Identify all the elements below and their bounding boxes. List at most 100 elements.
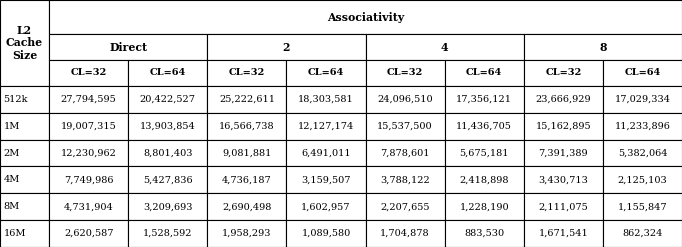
Text: L2
Cache
Size: L2 Cache Size bbox=[6, 25, 43, 61]
Bar bbox=[524, 113, 603, 140]
Text: 512k: 512k bbox=[3, 95, 28, 104]
Text: 1,155,847: 1,155,847 bbox=[618, 202, 667, 211]
Bar bbox=[603, 60, 682, 86]
Bar bbox=[286, 60, 366, 86]
Bar bbox=[128, 193, 207, 220]
Bar bbox=[0, 220, 49, 247]
Text: 4: 4 bbox=[441, 41, 448, 53]
Text: 17,029,334: 17,029,334 bbox=[614, 95, 670, 104]
Bar bbox=[128, 86, 207, 113]
Bar bbox=[286, 140, 366, 166]
Text: 27,794,595: 27,794,595 bbox=[61, 95, 117, 104]
Bar bbox=[49, 86, 128, 113]
Text: CL=32: CL=32 bbox=[70, 68, 107, 78]
Bar bbox=[445, 220, 524, 247]
Text: 5,427,836: 5,427,836 bbox=[143, 175, 192, 185]
Bar bbox=[366, 193, 445, 220]
Bar bbox=[366, 140, 445, 166]
Bar bbox=[49, 34, 207, 60]
Bar bbox=[366, 113, 445, 140]
Bar bbox=[0, 166, 49, 193]
Text: 13,903,854: 13,903,854 bbox=[140, 122, 196, 131]
Bar bbox=[366, 220, 445, 247]
Bar bbox=[207, 166, 286, 193]
Bar bbox=[49, 113, 128, 140]
Text: CL=64: CL=64 bbox=[308, 68, 344, 78]
Text: 24,096,510: 24,096,510 bbox=[377, 95, 433, 104]
Bar bbox=[603, 166, 682, 193]
Bar bbox=[0, 86, 49, 113]
Bar bbox=[445, 140, 524, 166]
Text: 3,159,507: 3,159,507 bbox=[301, 175, 351, 185]
Text: 23,666,929: 23,666,929 bbox=[535, 95, 591, 104]
Bar bbox=[128, 60, 207, 86]
Text: 1,704,878: 1,704,878 bbox=[381, 229, 430, 238]
Text: 20,422,527: 20,422,527 bbox=[140, 95, 196, 104]
Text: 883,530: 883,530 bbox=[464, 229, 504, 238]
Text: Direct: Direct bbox=[109, 41, 147, 53]
Bar bbox=[603, 113, 682, 140]
Text: 3,430,713: 3,430,713 bbox=[538, 175, 589, 185]
Text: 4M: 4M bbox=[3, 175, 20, 185]
Text: 6,491,011: 6,491,011 bbox=[301, 148, 351, 158]
Text: 5,382,064: 5,382,064 bbox=[618, 148, 667, 158]
Text: 18,303,581: 18,303,581 bbox=[298, 95, 354, 104]
Bar bbox=[128, 113, 207, 140]
Text: 2,207,655: 2,207,655 bbox=[381, 202, 430, 211]
Bar bbox=[286, 86, 366, 113]
Text: 3,209,693: 3,209,693 bbox=[143, 202, 192, 211]
Text: 2: 2 bbox=[283, 41, 290, 53]
Bar bbox=[286, 113, 366, 140]
Text: 7,878,601: 7,878,601 bbox=[381, 148, 430, 158]
Text: 12,230,962: 12,230,962 bbox=[61, 148, 117, 158]
Text: 2M: 2M bbox=[3, 148, 20, 158]
Text: 8,801,403: 8,801,403 bbox=[143, 148, 192, 158]
Bar bbox=[524, 166, 603, 193]
Bar bbox=[207, 113, 286, 140]
Bar bbox=[207, 86, 286, 113]
Text: 15,162,895: 15,162,895 bbox=[535, 122, 591, 131]
Text: 7,391,389: 7,391,389 bbox=[539, 148, 588, 158]
Text: 8M: 8M bbox=[3, 202, 20, 211]
Text: 2,690,498: 2,690,498 bbox=[222, 202, 271, 211]
Bar bbox=[49, 60, 128, 86]
Text: 3,788,122: 3,788,122 bbox=[381, 175, 430, 185]
Bar bbox=[366, 60, 445, 86]
Bar bbox=[0, 193, 49, 220]
Bar bbox=[49, 193, 128, 220]
Text: CL=32: CL=32 bbox=[228, 68, 265, 78]
Bar bbox=[524, 86, 603, 113]
Text: 2,111,075: 2,111,075 bbox=[539, 202, 588, 211]
Bar bbox=[445, 60, 524, 86]
Bar bbox=[49, 140, 128, 166]
Bar bbox=[603, 220, 682, 247]
Bar bbox=[128, 220, 207, 247]
Bar bbox=[0, 113, 49, 140]
Text: 862,324: 862,324 bbox=[622, 229, 663, 238]
Text: 1,958,293: 1,958,293 bbox=[222, 229, 271, 238]
Bar bbox=[286, 220, 366, 247]
Text: 1,228,190: 1,228,190 bbox=[460, 202, 509, 211]
Text: 1,528,592: 1,528,592 bbox=[143, 229, 192, 238]
Bar bbox=[128, 140, 207, 166]
Bar bbox=[366, 86, 445, 113]
Text: 2,418,898: 2,418,898 bbox=[460, 175, 509, 185]
Text: 15,537,500: 15,537,500 bbox=[377, 122, 433, 131]
Text: 1,089,580: 1,089,580 bbox=[301, 229, 351, 238]
Bar bbox=[49, 220, 128, 247]
Text: 12,127,174: 12,127,174 bbox=[298, 122, 354, 131]
Bar bbox=[445, 86, 524, 113]
Bar bbox=[366, 166, 445, 193]
Text: Associativity: Associativity bbox=[327, 12, 404, 22]
Text: CL=64: CL=64 bbox=[149, 68, 186, 78]
Text: CL=64: CL=64 bbox=[624, 68, 661, 78]
Bar bbox=[445, 166, 524, 193]
Bar bbox=[366, 34, 524, 60]
Text: 1M: 1M bbox=[3, 122, 20, 131]
Bar bbox=[524, 34, 682, 60]
Bar bbox=[286, 193, 366, 220]
Text: CL=64: CL=64 bbox=[466, 68, 503, 78]
Bar bbox=[524, 220, 603, 247]
Text: 11,436,705: 11,436,705 bbox=[456, 122, 512, 131]
Text: 4,731,904: 4,731,904 bbox=[64, 202, 113, 211]
